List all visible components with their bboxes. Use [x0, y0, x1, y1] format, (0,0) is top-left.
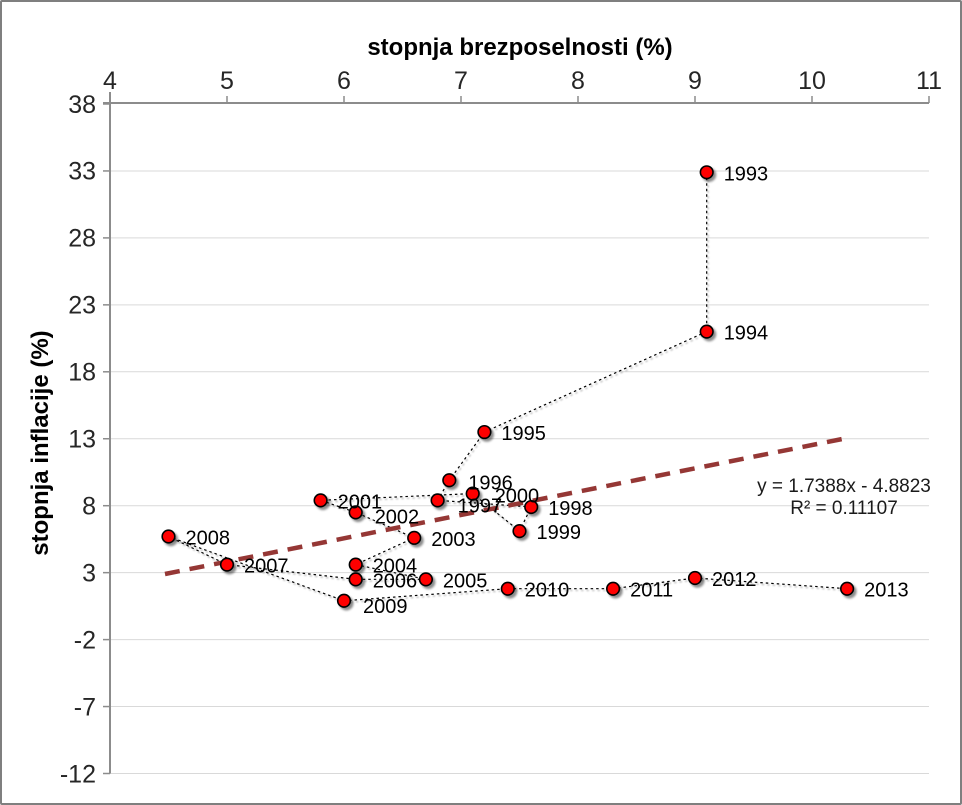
- data-point-2007[interactable]: [219, 557, 235, 572]
- data-point-1998[interactable]: [524, 499, 539, 515]
- data-point-2010[interactable]: [500, 581, 515, 596]
- data-point-2009[interactable]: [336, 593, 352, 608]
- y-tick-label-28: 28: [68, 225, 96, 253]
- data-points: [161, 165, 855, 608]
- data-point-2011[interactable]: [605, 581, 621, 596]
- data-point-2000[interactable]: [465, 486, 480, 501]
- point-label-1995: 1995: [501, 423, 546, 445]
- x-tick-label-10: 10: [798, 67, 826, 95]
- data-point-1999[interactable]: [512, 524, 527, 539]
- trendline-equation: y = 1.7388x - 4.8823: [757, 476, 931, 497]
- point-label-2004: 2004: [373, 556, 418, 578]
- data-point-2005[interactable]: [418, 572, 434, 587]
- x-axis-title: stopnja brezposelnosti (%): [367, 34, 672, 61]
- data-point-1994[interactable]: [699, 324, 714, 339]
- y-tick-label--7: -7: [74, 693, 96, 721]
- point-label-2001: 2001: [338, 491, 383, 513]
- y-tick-label--12: -12: [60, 760, 96, 788]
- y-axis-title: stopnja inflacije (%): [27, 330, 54, 555]
- chronological-connector-line: [168, 172, 848, 602]
- point-label-1994: 1994: [724, 323, 769, 345]
- x-tick-label-9: 9: [688, 67, 702, 95]
- point-label-2010: 2010: [525, 580, 570, 602]
- point-label-1996: 1996: [468, 472, 513, 494]
- point-label-1993: 1993: [724, 163, 769, 185]
- x-tick-label-5: 5: [220, 67, 234, 95]
- data-point-2001[interactable]: [313, 493, 328, 508]
- trendline: [164, 436, 845, 577]
- point-label-2013: 2013: [864, 580, 909, 602]
- data-point-2008[interactable]: [161, 529, 176, 544]
- x-tick-label-6: 6: [337, 67, 351, 95]
- point-label-2000: 2000: [495, 486, 540, 508]
- point-label-2002: 2002: [375, 506, 420, 528]
- data-point-1997[interactable]: [430, 493, 445, 508]
- point-label-2003: 2003: [431, 529, 476, 551]
- y-tick-label--2: -2: [74, 626, 96, 654]
- y-tick-label-18: 18: [68, 359, 96, 387]
- point-label-1998: 1998: [548, 498, 593, 520]
- y-tick-label-23: 23: [68, 292, 96, 320]
- point-label-1997: 1997: [458, 495, 503, 517]
- x-axis-tick-labels: 4 5 6 7 8 9 10 11: [103, 67, 942, 95]
- point-label-2009: 2009: [363, 596, 408, 618]
- horizontal-gridlines: [110, 170, 929, 774]
- data-point-2002[interactable]: [348, 505, 363, 520]
- y-tick-label-3: 3: [82, 559, 96, 587]
- axes: [103, 92, 930, 775]
- point-label-2012: 2012: [712, 569, 757, 591]
- data-point-1995[interactable]: [477, 424, 492, 440]
- point-label-2008: 2008: [186, 527, 231, 549]
- data-point-2013[interactable]: [839, 581, 855, 596]
- y-tick-label-33: 33: [68, 158, 96, 186]
- trendline-r-squared: R² = 0.11107: [790, 498, 898, 519]
- data-point-2006[interactable]: [348, 572, 363, 587]
- data-point-2004[interactable]: [348, 557, 363, 572]
- data-point-2003[interactable]: [407, 530, 422, 545]
- y-tick-label-38: 38: [68, 91, 96, 119]
- x-tick-label-8: 8: [571, 67, 585, 95]
- data-point-1993[interactable]: [699, 165, 714, 180]
- data-point-2012[interactable]: [687, 570, 703, 586]
- y-tick-label-8: 8: [82, 492, 96, 520]
- data-point-1996[interactable]: [442, 473, 457, 488]
- x-tick-label-4: 4: [103, 67, 117, 95]
- connector-polyline: [168, 172, 848, 602]
- point-label-2005: 2005: [443, 570, 488, 592]
- point-label-2006: 2006: [373, 570, 418, 592]
- y-axis-tick-labels: 38 33 28 23 18 13 8 3 -2 -7 -12: [60, 91, 96, 789]
- point-label-1999: 1999: [537, 522, 582, 544]
- x-tick-label-11: 11: [916, 67, 942, 95]
- trendline-dashed: [164, 436, 845, 577]
- x-tick-label-7: 7: [454, 67, 468, 95]
- point-label-2007: 2007: [244, 556, 289, 578]
- y-tick-label-13: 13: [68, 426, 96, 454]
- point-label-2011: 2011: [630, 580, 673, 602]
